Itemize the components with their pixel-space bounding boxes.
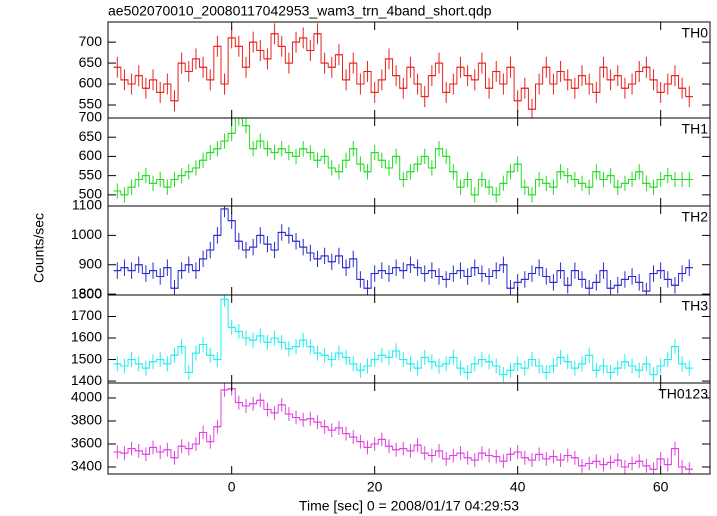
x-tick-label: 60 [653,479,669,495]
panel-frame [107,205,711,296]
y-tick-label: 1000 [71,226,102,242]
chart-title: ae502070010_20080117042953_wam3_trn_4ban… [108,3,492,19]
y-tick-label: 1500 [71,350,102,366]
y-tick-label: 1700 [71,307,102,323]
y-tick-label: 500 [79,186,103,202]
y-tick-label: 550 [79,96,103,112]
panel-frame [107,21,711,119]
y-tick-label: 1600 [71,329,102,345]
y-tick-label: 650 [79,128,103,144]
panel-label: TH0 [682,25,709,41]
y-tick-label: 800 [79,285,103,301]
y-tick-label: 3600 [71,435,102,451]
step-connector [113,388,693,470]
y-tick-label: 1400 [71,372,102,388]
y-tick-label: 4000 [71,389,102,405]
y-tick-label: 650 [79,54,103,70]
x-axis-label: Time [sec] 0 = 2008/01/17 04:29:53 [299,498,519,514]
y-tick-label: 550 [79,166,103,182]
y-tick-label: 3400 [71,458,102,474]
x-tick-label: 0 [228,479,236,495]
panel-label: TH0123 [658,386,708,402]
y-tick-label: 1800 [71,286,102,302]
panel-label: TH3 [682,298,709,314]
y-tick-label: 1100 [72,197,102,213]
y-axis-label: Counts/sec [31,213,47,283]
y-tick-label: 600 [79,147,103,163]
x-tick-label: 20 [367,479,383,495]
y-tick-label: 700 [79,109,103,125]
panel-frame [107,294,711,384]
panel-frame [107,382,711,475]
y-tick-label: 700 [79,33,103,49]
y-tick-label: 900 [79,255,103,271]
panel-label: TH2 [682,209,709,225]
y-tick-label: 3800 [71,412,102,428]
panel-label: TH1 [682,121,709,137]
panel-frame [107,117,711,207]
x-tick-label: 40 [510,479,526,495]
y-tick-label: 600 [79,75,103,91]
